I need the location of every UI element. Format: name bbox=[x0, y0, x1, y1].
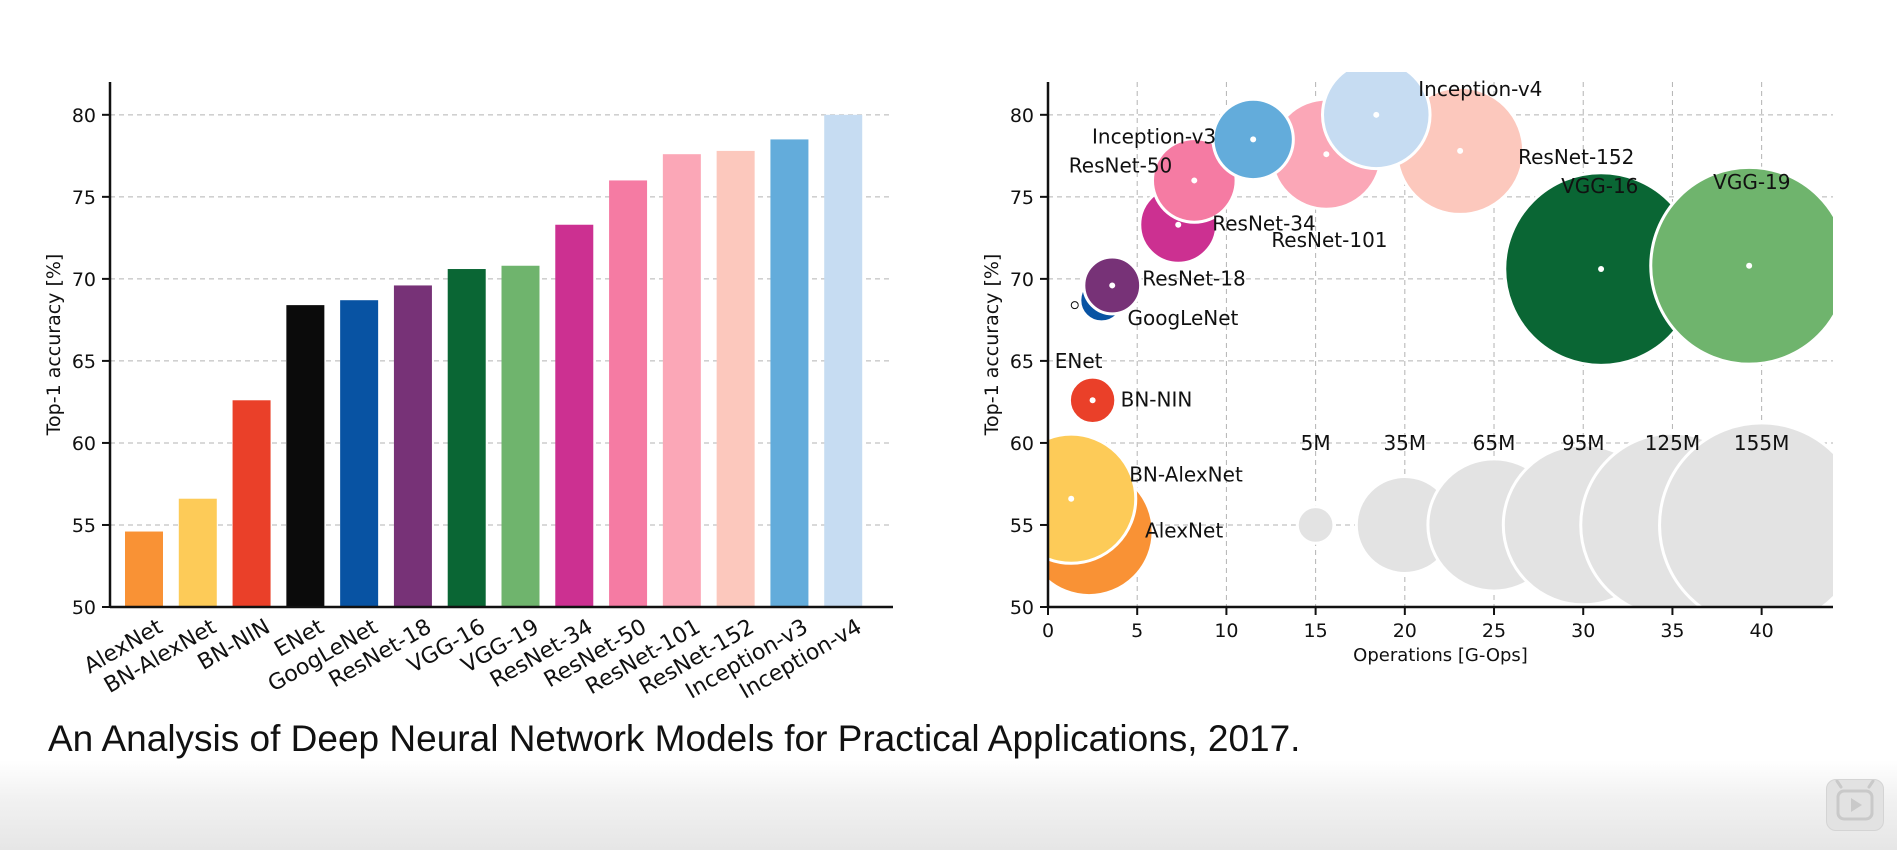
bubble-center-bn-nin bbox=[1089, 397, 1096, 404]
bubble-label-vgg-16: VGG-16 bbox=[1561, 174, 1638, 198]
bar-resnet-152 bbox=[716, 150, 755, 607]
bubble-center-resnet-34 bbox=[1175, 221, 1182, 228]
bubble-tick-label-y: 65 bbox=[1010, 351, 1034, 373]
bar-bn-alexnet bbox=[178, 498, 217, 607]
bubble-center-resnet-101 bbox=[1323, 151, 1330, 158]
bar-tick-label-y: 55 bbox=[72, 515, 96, 537]
bubble-center-resnet-18 bbox=[1109, 282, 1116, 289]
bubble-label-enet: ENet bbox=[1055, 349, 1103, 373]
size-legend-circle-5m bbox=[1295, 505, 1336, 545]
bubble-label-inception-v4: Inception-v4 bbox=[1418, 77, 1542, 101]
bubble-label-bn-nin: BN-NIN bbox=[1121, 387, 1193, 411]
bubble-center-inception-v4 bbox=[1373, 111, 1380, 118]
bubble-center-vgg-19 bbox=[1746, 262, 1753, 269]
size-legend-label: 155M bbox=[1734, 431, 1789, 455]
size-legend-label: 35M bbox=[1383, 431, 1426, 455]
size-legend-label: 5M bbox=[1301, 431, 1331, 455]
bar-inception-v4 bbox=[824, 114, 863, 607]
bar-tick-label-y: 65 bbox=[72, 351, 96, 373]
bubble-center-vgg-16 bbox=[1598, 266, 1605, 273]
bubble-label-bn-alexnet: BN-AlexNet bbox=[1129, 463, 1243, 487]
bar-tick-label-y: 80 bbox=[72, 105, 96, 127]
bubble-tick-label-y: 60 bbox=[1010, 433, 1034, 455]
bubble-tick-label-y: 75 bbox=[1010, 187, 1034, 209]
bar-resnet-50 bbox=[609, 180, 648, 607]
bubble-tick-label-y: 70 bbox=[1010, 269, 1034, 291]
play-icon bbox=[1835, 780, 1875, 821]
bar-tick-label-y: 75 bbox=[72, 187, 96, 209]
bubble-layer bbox=[1048, 72, 1833, 607]
size-legend-label: 65M bbox=[1473, 431, 1516, 455]
bubble-tick-label-x: 10 bbox=[1214, 620, 1238, 642]
bubble-bn-alexnet bbox=[1048, 432, 1138, 565]
bar-vgg-16 bbox=[447, 269, 486, 607]
bubble-tick-label-x: 30 bbox=[1571, 620, 1595, 642]
bubble-inception-v4 bbox=[1321, 72, 1432, 171]
bubble-vgg-19 bbox=[1649, 165, 1833, 366]
bar-tick-label-y: 70 bbox=[72, 269, 96, 291]
bubble-center-bn-alexnet bbox=[1068, 495, 1075, 502]
player-button[interactable] bbox=[1826, 779, 1884, 831]
bubble-tick-label-x: 35 bbox=[1660, 620, 1684, 642]
bar-bn-nin bbox=[232, 400, 271, 607]
bubble-tick-label-x: 20 bbox=[1393, 620, 1417, 642]
figure: 50556065707580AlexNetBN-AlexNetBN-NINENe… bbox=[43, 72, 1833, 704]
bar-axis-label-y: Top-1 accuracy [%] bbox=[43, 254, 65, 437]
bubble-center-inception-v3 bbox=[1250, 136, 1257, 143]
bubble-label-resnet-50: ResNet-50 bbox=[1069, 153, 1173, 177]
bubble-tick-label-y: 55 bbox=[1010, 515, 1034, 537]
bubble-label-googlenet: GoogLeNet bbox=[1128, 306, 1239, 330]
bubble-label-alexnet: AlexNet bbox=[1145, 519, 1223, 543]
bar-enet bbox=[286, 305, 325, 607]
bubble-axis-label-y: Top-1 accuracy [%] bbox=[981, 254, 1003, 437]
bar-tick-label-y: 60 bbox=[72, 433, 96, 455]
figure-caption: An Analysis of Deep Neural Network Model… bbox=[48, 718, 1301, 759]
bubble-label-resnet-34: ResNet-34 bbox=[1212, 212, 1316, 236]
bubble-center-resnet-50 bbox=[1191, 177, 1198, 184]
bar-resnet-18 bbox=[393, 285, 432, 607]
bubble-center-enet bbox=[1071, 302, 1078, 309]
bar-googlenet bbox=[340, 300, 379, 607]
bubble-tick-label-y: 80 bbox=[1010, 105, 1034, 127]
bubble-label-resnet-101: ResNet-101 bbox=[1271, 228, 1387, 252]
bubble-chart: 0 5 10 15 20 25 30 35 40 50 55 60 65 70 75 80 5M 35M 65M 95… bbox=[981, 72, 1833, 666]
bubble-label-inception-v3: Inception-v3 bbox=[1092, 124, 1216, 148]
bar-tick-label-y: 50 bbox=[72, 597, 96, 619]
bar-resnet-101 bbox=[662, 154, 701, 607]
size-legend-label: 95M bbox=[1562, 431, 1605, 455]
bubble-tick-label-x: 5 bbox=[1131, 620, 1143, 642]
bar-alexnet bbox=[125, 531, 163, 607]
bubble-tick-label-x: 0 bbox=[1042, 620, 1054, 642]
bar-chart: 50556065707580AlexNetBN-AlexNetBN-NINENe… bbox=[43, 82, 893, 704]
bubble-tick-label-x: 40 bbox=[1750, 620, 1774, 642]
bar-vgg-19 bbox=[501, 265, 540, 607]
bubble-tick-label-x: 15 bbox=[1304, 620, 1328, 642]
bubble-tick-label-y: 50 bbox=[1010, 597, 1034, 619]
bar-resnet-34 bbox=[555, 224, 594, 607]
bubble-label-vgg-19: VGG-19 bbox=[1713, 170, 1790, 194]
bubble-label-resnet-18: ResNet-18 bbox=[1142, 266, 1246, 290]
size-legend-label: 125M bbox=[1645, 431, 1700, 455]
bubble-center-resnet-152 bbox=[1457, 147, 1464, 154]
bar-inception-v3 bbox=[770, 139, 809, 607]
bubble-axis-label-x: Operations [G-Ops] bbox=[1353, 645, 1528, 666]
bubble-tick-label-x: 25 bbox=[1482, 620, 1506, 642]
size-legend-circle-155m bbox=[1658, 421, 1833, 607]
bubble-label-resnet-152: ResNet-152 bbox=[1518, 145, 1634, 169]
